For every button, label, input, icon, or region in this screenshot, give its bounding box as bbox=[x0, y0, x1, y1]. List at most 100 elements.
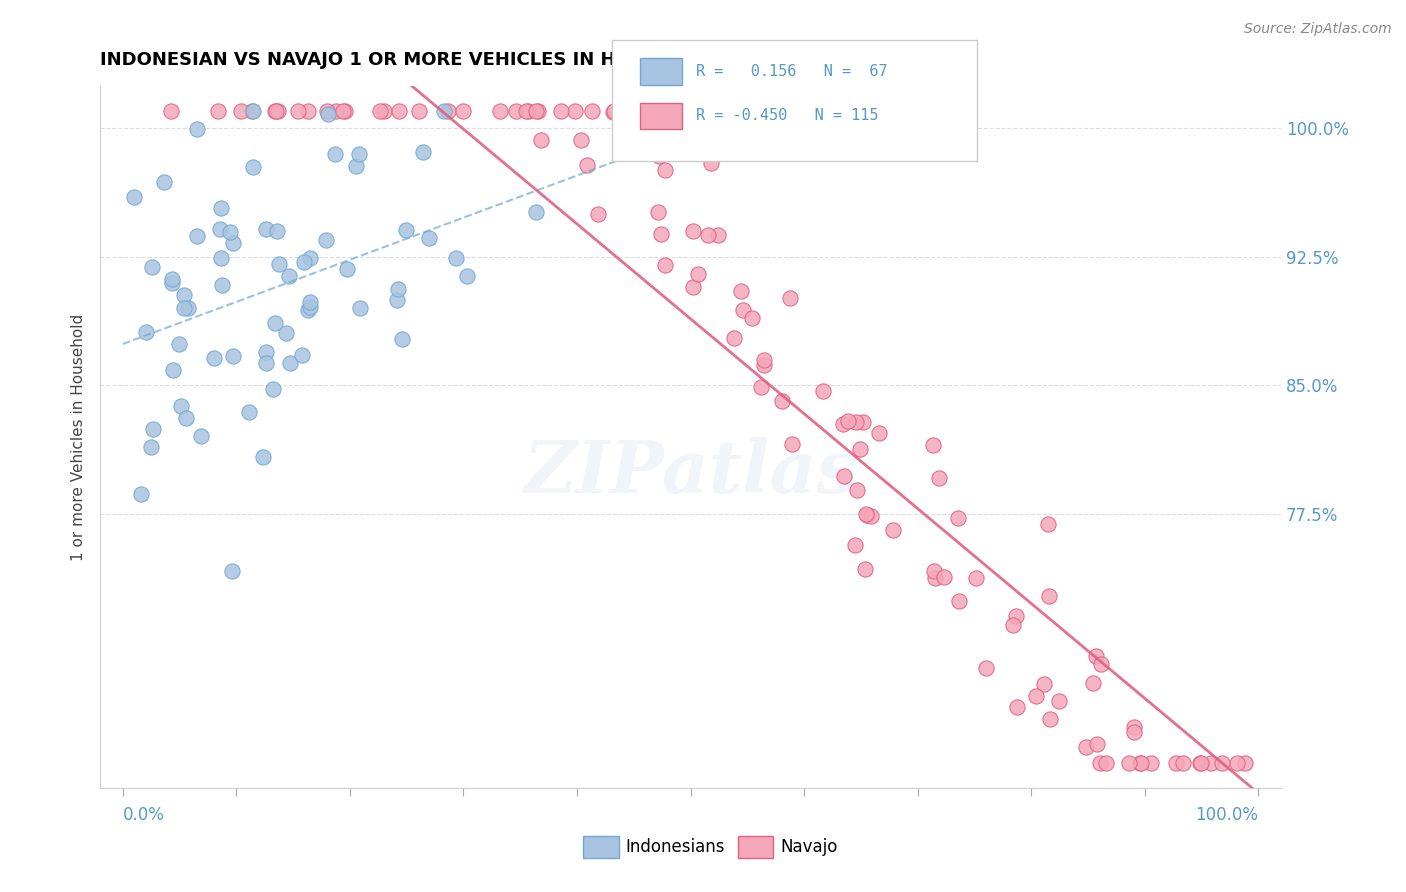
Point bbox=[1122, 724, 1144, 739]
Point bbox=[209, 251, 232, 265]
Point bbox=[274, 326, 297, 340]
Point bbox=[186, 228, 208, 243]
Point bbox=[733, 302, 755, 317]
Point bbox=[846, 483, 869, 497]
Point bbox=[576, 158, 599, 172]
Point bbox=[844, 538, 866, 552]
Point bbox=[162, 363, 184, 377]
Point bbox=[186, 122, 208, 136]
Point bbox=[385, 293, 408, 307]
Point bbox=[855, 508, 877, 523]
Point bbox=[754, 352, 776, 367]
Point bbox=[264, 316, 287, 330]
Point bbox=[190, 429, 212, 443]
Text: Indonesians: Indonesians bbox=[626, 838, 725, 856]
Text: INDONESIAN VS NAVAJO 1 OR MORE VEHICLES IN HOUSEHOLD CORRELATION CHART: INDONESIAN VS NAVAJO 1 OR MORE VEHICLES … bbox=[100, 51, 949, 69]
Point bbox=[505, 104, 527, 119]
Point bbox=[1084, 648, 1107, 663]
Point bbox=[603, 104, 626, 119]
Point bbox=[408, 104, 430, 119]
Point bbox=[928, 471, 950, 485]
Point bbox=[1226, 756, 1249, 770]
Text: ZIPatlas: ZIPatlas bbox=[523, 436, 858, 508]
Point bbox=[647, 205, 669, 219]
Point bbox=[1001, 618, 1024, 632]
Point bbox=[240, 104, 263, 119]
Point bbox=[170, 399, 193, 413]
Point bbox=[242, 104, 264, 119]
Point bbox=[254, 345, 277, 359]
Point bbox=[238, 405, 260, 419]
Text: R = -0.450   N = 115: R = -0.450 N = 115 bbox=[696, 109, 879, 123]
Point bbox=[332, 104, 354, 119]
Point bbox=[278, 356, 301, 370]
Point bbox=[526, 104, 548, 119]
Point bbox=[1005, 700, 1028, 714]
Point bbox=[1085, 737, 1108, 751]
Point bbox=[252, 450, 274, 465]
Point bbox=[242, 161, 264, 175]
Point bbox=[948, 511, 970, 525]
Point bbox=[446, 252, 468, 266]
Point bbox=[654, 259, 676, 273]
Point bbox=[323, 146, 346, 161]
Point bbox=[619, 112, 641, 127]
Point bbox=[1039, 712, 1062, 726]
Point bbox=[1123, 720, 1146, 734]
Point bbox=[299, 300, 322, 314]
Point bbox=[387, 283, 409, 297]
Point bbox=[1166, 756, 1188, 770]
Point bbox=[1118, 756, 1140, 770]
Point bbox=[1188, 756, 1211, 770]
Point bbox=[845, 416, 868, 430]
Point bbox=[264, 104, 287, 119]
Point bbox=[730, 284, 752, 298]
Point bbox=[174, 411, 197, 425]
Point bbox=[219, 225, 242, 239]
Point bbox=[515, 104, 537, 119]
Point bbox=[752, 359, 775, 373]
Point bbox=[852, 415, 875, 429]
Point bbox=[526, 104, 548, 119]
Point bbox=[602, 105, 624, 120]
Point bbox=[770, 393, 793, 408]
Point bbox=[855, 507, 877, 521]
Point bbox=[418, 230, 440, 244]
Point bbox=[859, 509, 882, 524]
Point bbox=[948, 594, 970, 608]
Point bbox=[160, 271, 183, 285]
Point bbox=[1090, 756, 1112, 770]
Point bbox=[173, 288, 195, 302]
Point bbox=[1036, 516, 1059, 531]
Point bbox=[135, 325, 157, 339]
Point bbox=[749, 380, 772, 394]
Point bbox=[682, 280, 704, 294]
Point bbox=[267, 104, 290, 119]
Text: R =   0.156   N =  67: R = 0.156 N = 67 bbox=[696, 64, 887, 78]
Point bbox=[530, 132, 553, 146]
Text: Navajo: Navajo bbox=[780, 838, 838, 856]
Point bbox=[297, 104, 319, 119]
Point bbox=[550, 104, 572, 119]
Point bbox=[707, 228, 730, 243]
Point bbox=[207, 104, 229, 119]
Point bbox=[617, 104, 640, 119]
Point bbox=[868, 425, 890, 440]
Point bbox=[325, 104, 347, 119]
Point bbox=[516, 104, 538, 119]
Point bbox=[524, 204, 547, 219]
Point bbox=[262, 382, 284, 396]
Point bbox=[1095, 756, 1118, 770]
Point bbox=[122, 190, 145, 204]
Point bbox=[1083, 676, 1105, 690]
Point bbox=[456, 269, 478, 284]
Point bbox=[723, 331, 745, 345]
Point bbox=[1130, 756, 1153, 770]
Point bbox=[173, 301, 195, 315]
Point bbox=[700, 156, 723, 170]
Point bbox=[790, 108, 813, 122]
Point bbox=[222, 349, 245, 363]
Point bbox=[922, 565, 945, 579]
Point bbox=[1090, 657, 1112, 671]
Text: Source: ZipAtlas.com: Source: ZipAtlas.com bbox=[1244, 22, 1392, 37]
